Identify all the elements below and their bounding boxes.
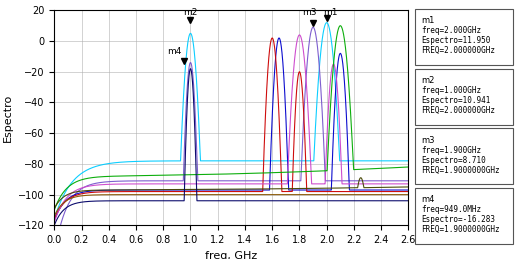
FancyBboxPatch shape bbox=[415, 69, 513, 125]
Text: freq=2.000GHz: freq=2.000GHz bbox=[421, 26, 481, 35]
Text: Espectro=11.950: Espectro=11.950 bbox=[421, 36, 490, 45]
FancyBboxPatch shape bbox=[415, 188, 513, 244]
Text: m2: m2 bbox=[184, 8, 197, 17]
Text: m1: m1 bbox=[324, 8, 338, 17]
FancyBboxPatch shape bbox=[415, 128, 513, 184]
Text: m4: m4 bbox=[167, 47, 181, 56]
X-axis label: freq, GHz: freq, GHz bbox=[205, 251, 257, 259]
Text: m3: m3 bbox=[302, 8, 317, 17]
FancyBboxPatch shape bbox=[415, 9, 513, 65]
Text: m4: m4 bbox=[421, 195, 434, 204]
Text: Espectro=10.941: Espectro=10.941 bbox=[421, 96, 490, 105]
Text: m2: m2 bbox=[421, 76, 434, 85]
Text: Espectro=8.710: Espectro=8.710 bbox=[421, 156, 485, 165]
Text: Espectro=-16.283: Espectro=-16.283 bbox=[421, 215, 495, 224]
Text: freq=949.0MHz: freq=949.0MHz bbox=[421, 205, 481, 214]
Text: FREQ=1.9000000GHz: FREQ=1.9000000GHz bbox=[421, 225, 499, 234]
Y-axis label: Espectro: Espectro bbox=[3, 94, 12, 142]
Text: FREQ=1.9000000GHz: FREQ=1.9000000GHz bbox=[421, 166, 499, 175]
Text: m3: m3 bbox=[421, 136, 434, 145]
Text: FREQ=2.000000GHz: FREQ=2.000000GHz bbox=[421, 46, 495, 55]
Text: FREQ=2.000000GHz: FREQ=2.000000GHz bbox=[421, 106, 495, 115]
Text: m1: m1 bbox=[421, 16, 434, 25]
Text: freq=1.000GHz: freq=1.000GHz bbox=[421, 86, 481, 95]
Text: freq=1.900GHz: freq=1.900GHz bbox=[421, 146, 481, 155]
